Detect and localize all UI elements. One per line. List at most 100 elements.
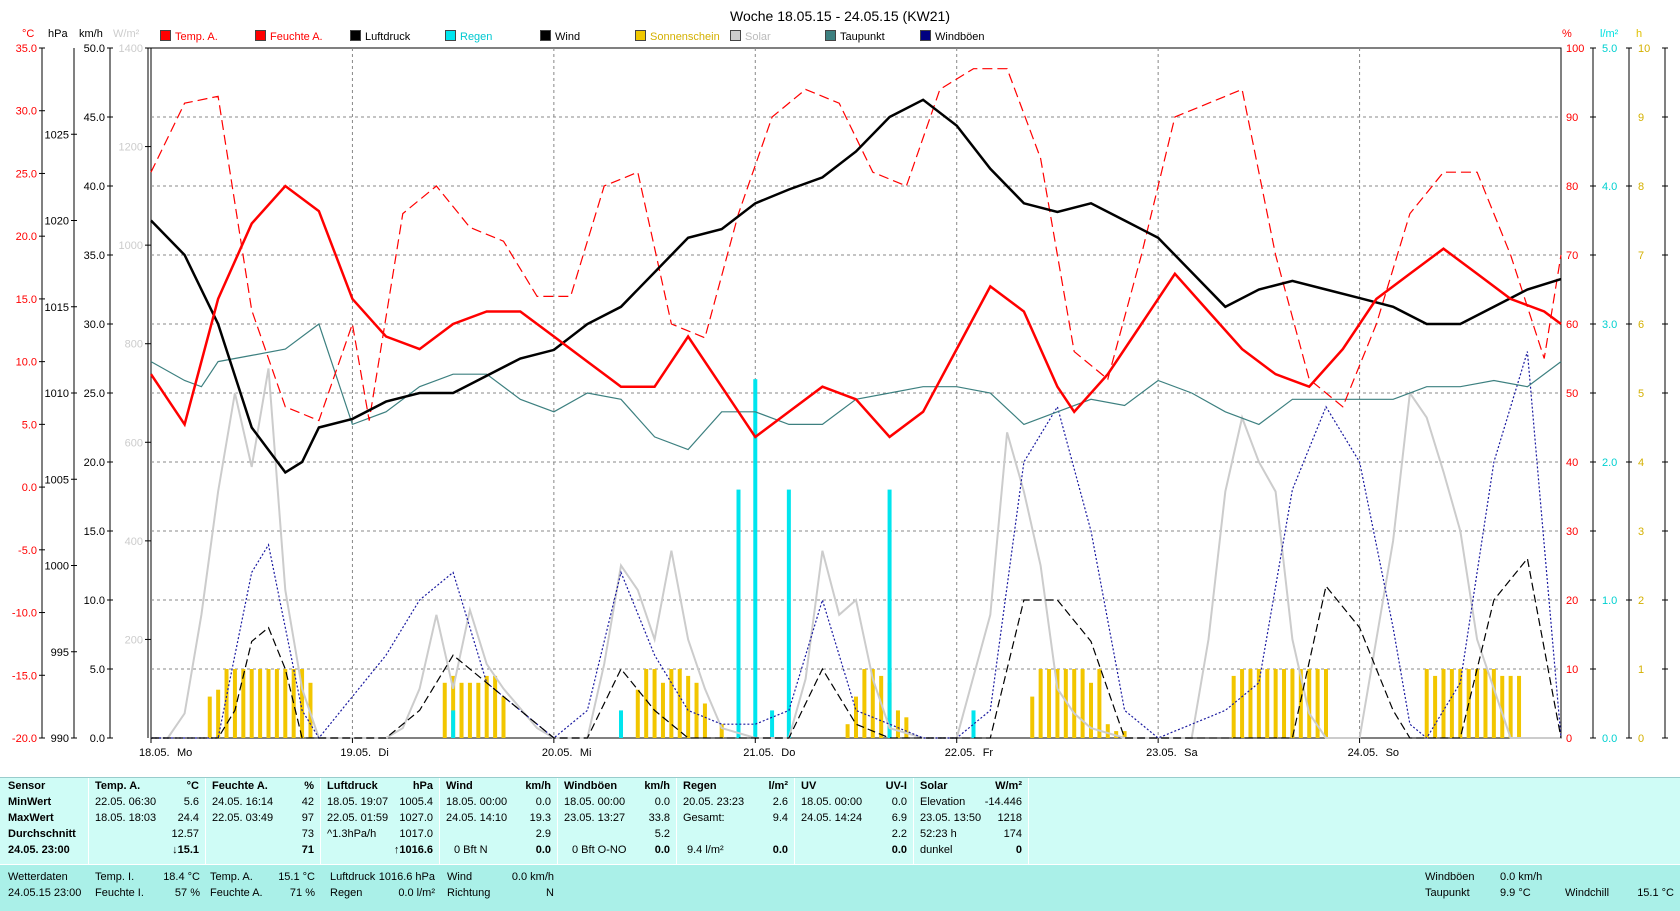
sunshine-bar [635, 689, 640, 738]
windboeen-label: Windböen [1425, 871, 1475, 883]
x-day-label: Fr [983, 747, 994, 759]
regen-total-value: 9.4 [772, 812, 788, 824]
solar-avg-value: 174 [1003, 828, 1022, 840]
uv-avg-value: 2.2 [891, 828, 907, 840]
temp-tick-label: 15.0 [16, 294, 37, 306]
wind-max-time: 24.05. 14:10 [446, 812, 508, 824]
wind-tick-label: 45.0 [84, 112, 105, 124]
solar-tick-label: 600 [125, 437, 143, 449]
footer-timestamp: 24.05.15 23:00 [8, 887, 82, 899]
sun-tick-label: 5 [1638, 388, 1644, 400]
header-boeen: Windböen [564, 780, 618, 792]
wind-tick-label: 0.0 [90, 733, 105, 745]
x-tick-label: 22.05. [945, 747, 976, 759]
header-wind: Wind [446, 780, 473, 792]
row-label-current: 24.05. 23:00 [8, 844, 70, 856]
rain-bar [887, 489, 892, 738]
wind-min-value: 0.0 [535, 796, 551, 808]
regen-label: Regen [330, 887, 363, 899]
richtung-value: N [546, 887, 554, 899]
table-col-uv: UV UV-I 18.05. 00:00 0.0 24.05. 14:24 6.9 2… [795, 778, 914, 864]
header-regen-unit: l/m² [768, 780, 788, 792]
wind-tick-label: 50.0 [84, 43, 105, 55]
header-uv-unit: UV-I [885, 780, 907, 792]
sunshine-bar [216, 689, 221, 738]
sunshine-bar [1290, 669, 1295, 738]
line-series [149, 68, 1562, 740]
rain-tick-label: 2.0 [1602, 457, 1617, 469]
wind-tick-label: 25.0 [84, 388, 105, 400]
sun-tick-label: 7 [1638, 250, 1644, 262]
wind-beaufort: 0 Bft N [454, 844, 488, 856]
pressure-unit-label: hPa [48, 28, 68, 40]
header-regen: Regen [683, 780, 717, 792]
solar-max-value: 1218 [997, 812, 1022, 824]
luftdruck-min-value: 1005.4 [399, 796, 433, 808]
legend-item: Temp. A. [160, 30, 218, 43]
windchill-value: 15.1 °C [1637, 887, 1674, 899]
solar-elevation-value: -14.446 [984, 796, 1022, 808]
sunshine-bar [232, 669, 237, 738]
wind-tick-label: 5.0 [90, 664, 105, 676]
table-col-wind: Wind km/h 18.05. 00:00 0.0 24.05. 14:10 19.… [440, 778, 558, 864]
feuchte-a-label: Feuchte A. [210, 887, 263, 899]
humidity-tick-label: 60 [1566, 319, 1578, 331]
uv-min-value: 0.0 [891, 796, 907, 808]
wind-line [151, 557, 1562, 739]
sunshine-bar [258, 669, 263, 738]
temp-a-label: Temp. A. [210, 871, 253, 883]
legend-label: Regen [460, 31, 493, 43]
uv-min-time: 18.05. 00:00 [801, 796, 863, 808]
x-tick-label: 20.05. [542, 747, 573, 759]
sunshine-bar [870, 669, 875, 738]
sunshine-bar [1424, 669, 1429, 738]
sunshine-bar [451, 675, 456, 738]
wind-tick-label: 10.0 [84, 595, 105, 607]
legend-label: Wind [555, 31, 581, 43]
feuchte-i-value: 57 % [174, 887, 200, 899]
legend-label: Temp. A. [175, 31, 218, 43]
sunshine-bar [1063, 669, 1068, 738]
feuchte-max-time: 22.05. 03:49 [212, 812, 274, 824]
weather-chart: Woche 18.05.15 - 24.05.15 (KW21) °C hPa … [12, 8, 1668, 759]
boeen-min-time: 18.05. 00:00 [564, 796, 626, 808]
x-day-label: Do [781, 747, 795, 759]
summary-table: Sensor MinWert MaxWert Durchschnitt 24.0… [0, 777, 1680, 911]
regen-total-label: Gesamt: [683, 812, 725, 824]
luftdruck-value: 1016.6 hPa [378, 871, 435, 883]
wind-tick-label: 30.0 [84, 319, 105, 331]
rain-bar [753, 379, 758, 738]
rain-bar [770, 710, 775, 738]
boeen-avg-value: 5.2 [654, 828, 670, 840]
solar-max-time: 23.05. 13:50 [920, 812, 982, 824]
sunshine-bar [1080, 669, 1085, 738]
temp-tick-label: 20.0 [16, 231, 37, 243]
sun-tick-label: 9 [1638, 112, 1644, 124]
temp-i-label: Temp. I. [95, 871, 135, 883]
wind-min-time: 18.05. 00:00 [446, 796, 508, 808]
uv-current-value: 0.0 [891, 844, 907, 856]
luftdruck-avg-value: 1017.0 [399, 828, 433, 840]
sunshine-bar [1105, 724, 1110, 738]
solar-tick-label: 400 [125, 536, 143, 548]
rain-tick-label: 3.0 [1602, 319, 1617, 331]
legend-item: Feuchte A. [255, 30, 323, 43]
legend-label: Luftdruck [365, 31, 411, 43]
legend-swatch [920, 30, 931, 41]
wind-current-value: 0.0 [535, 844, 551, 856]
sunshine-bar [904, 717, 909, 738]
rain-tick-label: 0.0 [1602, 733, 1617, 745]
sunshine-bar [1315, 669, 1320, 738]
temp-tick-label: 5.0 [22, 419, 37, 431]
pressure-tick-label: 1010 [45, 388, 69, 400]
feuchte-i-label: Feuchte I. [95, 887, 144, 899]
x-tick-label: 21.05. [743, 747, 774, 759]
rain-tick-label: 1.0 [1602, 595, 1617, 607]
rain-bar [451, 710, 456, 738]
x-day-label: Sa [1184, 747, 1198, 759]
sunshine-bar [652, 669, 657, 738]
humidity-tick-label: 0 [1566, 733, 1572, 745]
x-day-label: So [1386, 747, 1399, 759]
sun-tick-label: 2 [1638, 595, 1644, 607]
sunshine-bar [1508, 675, 1513, 738]
